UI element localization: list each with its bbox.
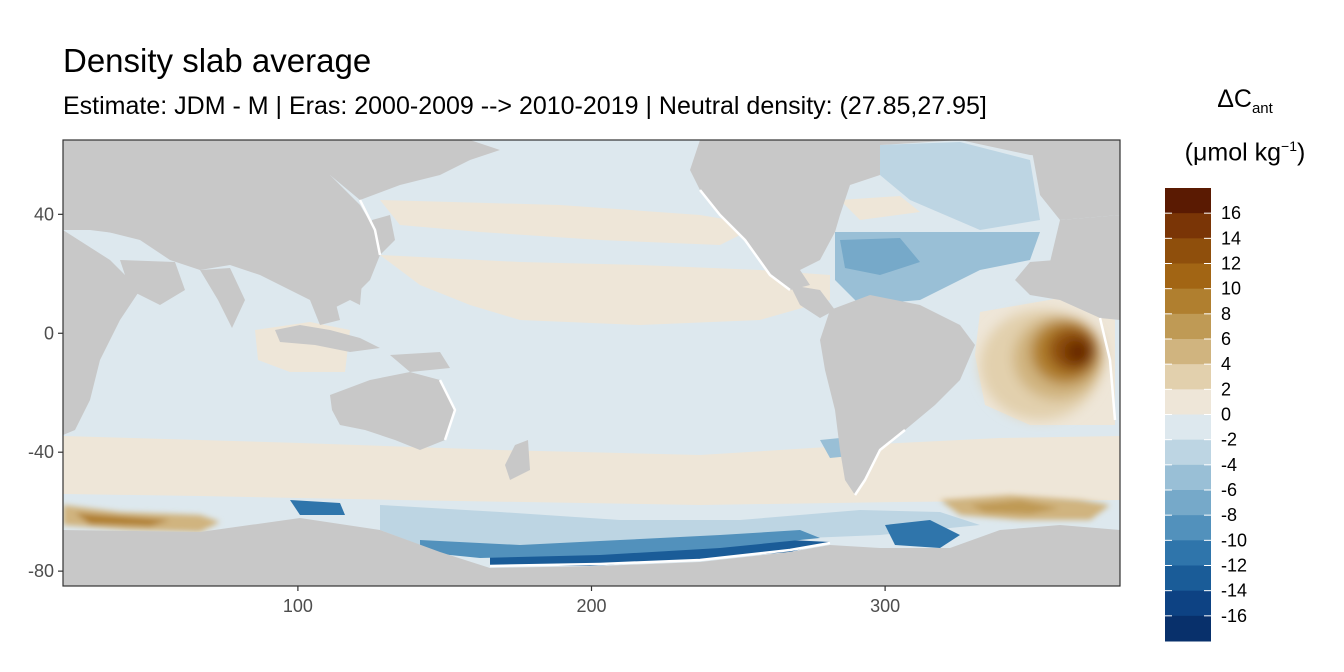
central-america-land — [790, 285, 835, 318]
legend-title-unit: (μmol kg−1) — [1184, 138, 1306, 167]
legend-label: 8 — [1221, 304, 1231, 324]
legend-label: 0 — [1221, 405, 1231, 425]
legend-label: -2 — [1221, 430, 1237, 450]
legend-color-step — [1165, 339, 1211, 365]
map-panel — [63, 140, 1120, 586]
legend-color-step — [1165, 213, 1211, 239]
y-tick-label: 0 — [44, 323, 54, 343]
southern-indian-brown — [63, 495, 1110, 532]
weddell-blue — [885, 520, 960, 548]
japan-land — [370, 215, 395, 255]
y-tick-label: -80 — [28, 561, 54, 581]
legend-label: 4 — [1221, 354, 1231, 374]
legend-label: -14 — [1221, 581, 1247, 601]
legend-color-step — [1165, 263, 1211, 290]
legend-color-step — [1165, 439, 1211, 466]
legend-label: -16 — [1221, 606, 1247, 626]
x-tick-label: 200 — [576, 596, 606, 616]
legend-color-step — [1165, 590, 1211, 617]
legend-label: -4 — [1221, 455, 1237, 475]
legend-title-symbol: ΔCant — [1217, 85, 1273, 117]
legend-label: -6 — [1221, 480, 1237, 500]
europe-land — [1050, 215, 1120, 270]
legend-color-step — [1165, 615, 1211, 642]
legend-label: 14 — [1221, 228, 1241, 248]
antarctica-land — [63, 518, 1120, 586]
legend-label: 2 — [1221, 379, 1231, 399]
new-guinea-land — [390, 352, 450, 372]
legend-color-step — [1165, 313, 1211, 340]
legend-label: -10 — [1221, 530, 1247, 550]
ross-sea-dark-band — [490, 540, 830, 566]
legend-color-step — [1165, 288, 1211, 315]
south-atlantic-hotspot — [980, 310, 1103, 420]
legend-color-step — [1165, 389, 1211, 415]
north-america-land — [690, 140, 1120, 290]
negative-anomaly-layer — [290, 142, 1040, 566]
legend-color-step — [1165, 515, 1211, 541]
legend-label: -12 — [1221, 556, 1247, 576]
legend-color-step — [1165, 414, 1211, 441]
x-tick-label: 100 — [283, 596, 313, 616]
legend-colorbar — [1165, 188, 1211, 642]
y-axis: 40 0 -40 -80 — [28, 204, 63, 581]
equatorial-pacific-tan — [380, 255, 830, 325]
africa-east-land — [63, 230, 140, 435]
arabia-land — [120, 260, 185, 305]
land-layer — [63, 140, 1120, 586]
australia-land — [330, 372, 455, 450]
north-atlantic-tan — [840, 196, 920, 220]
india-land — [200, 268, 245, 328]
coastline-gaps — [358, 189, 1117, 568]
legend-label: 10 — [1221, 279, 1241, 299]
north-pacific-tan-band — [380, 200, 760, 245]
legend-label: 12 — [1221, 254, 1241, 274]
north-atlantic-deep-blue — [840, 238, 920, 275]
greenland-land — [1030, 140, 1120, 220]
legend-label: -8 — [1221, 505, 1237, 525]
antarctic-blue-ring — [380, 505, 980, 555]
indian-antarctic-blue — [290, 500, 345, 515]
y-tick-label: 40 — [34, 204, 54, 224]
legend-color-step — [1165, 364, 1211, 390]
y-tick-label: -40 — [28, 442, 54, 462]
africa-west-land — [1015, 255, 1120, 320]
legend-label: 6 — [1221, 329, 1231, 349]
indonesia-land — [275, 325, 380, 352]
legend-color-step — [1165, 188, 1211, 214]
asia-land — [63, 140, 500, 310]
ross-sea-mid-band — [420, 530, 820, 558]
chart-title: Density slab average — [63, 42, 372, 79]
legend-color-step — [1165, 464, 1211, 491]
x-tick-label: 300 — [870, 596, 900, 616]
legend-color-step — [1165, 540, 1211, 566]
legend-color-step — [1165, 238, 1211, 264]
legend-color-step — [1165, 565, 1211, 592]
south-america-land — [820, 295, 975, 495]
labrador-blue — [880, 142, 1040, 230]
legend-labels: 16 14 12 10 8 6 4 2 0 -2 -4 -6 -8 -10 -12 -14 -16 — [1221, 203, 1247, 626]
borneo-land — [310, 300, 340, 325]
legend-color-step — [1165, 490, 1211, 516]
philippines-land — [350, 280, 362, 305]
new-zealand-land — [505, 440, 530, 480]
legend-label: 16 — [1221, 203, 1241, 223]
x-axis: 100 200 300 — [283, 586, 900, 616]
chart-subtitle: Estimate: JDM - M | Eras: 2000-2009 --> … — [63, 92, 987, 120]
